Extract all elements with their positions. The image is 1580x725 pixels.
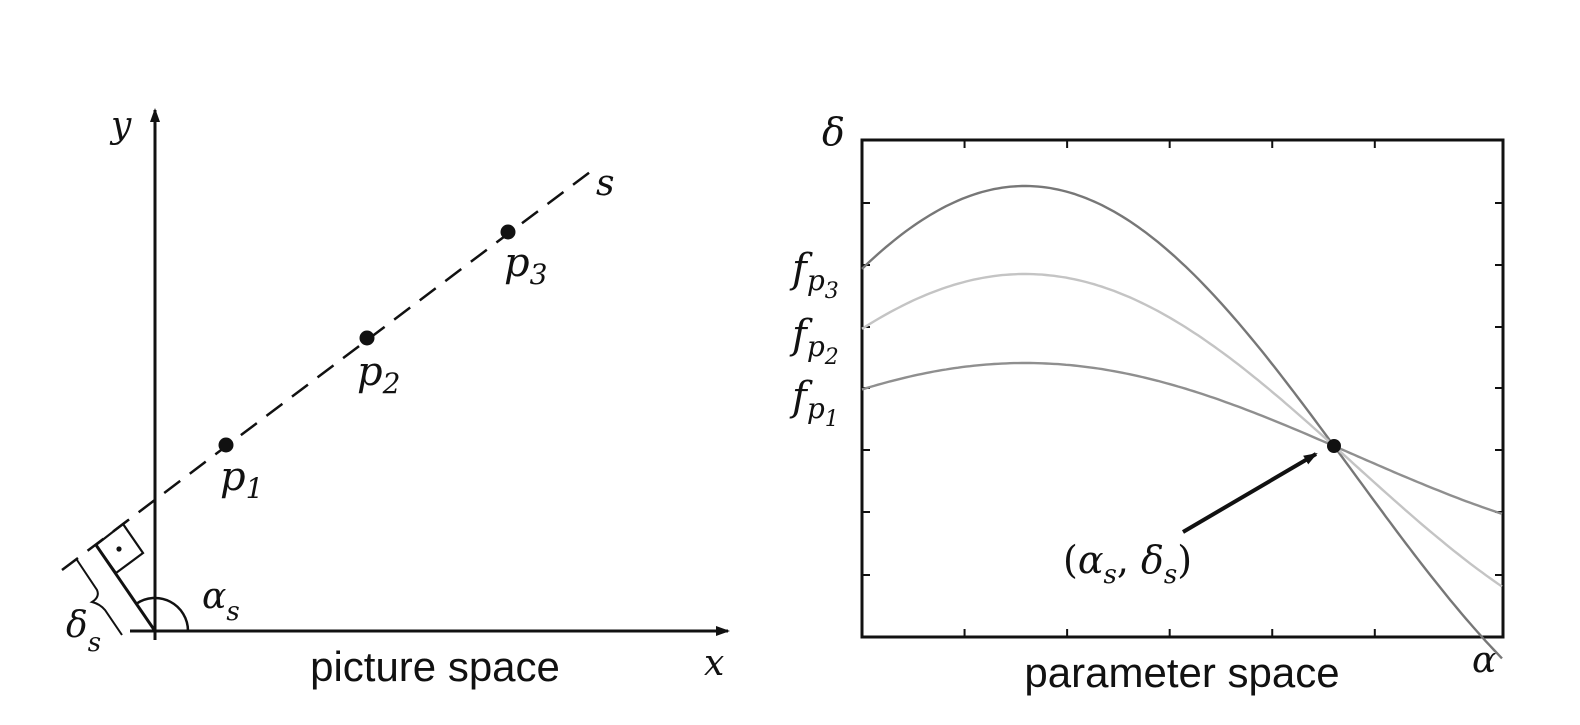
- point-p1: [218, 437, 234, 453]
- intersection-point: [1327, 439, 1341, 453]
- dashed-line-s: [61, 171, 591, 571]
- picture-space-caption: picture space: [310, 643, 560, 690]
- picture-space-panel: y x s δs αs p1 p2 p3 picture space: [61, 105, 730, 690]
- angle-arc: [135, 596, 190, 632]
- alpha-axis-label: α: [1472, 640, 1496, 681]
- intersection-label: (αs, δs): [1063, 538, 1192, 590]
- angle-label: αs: [202, 576, 240, 627]
- right-angle-dot: [116, 546, 122, 552]
- curve-label-f-p1: fp1: [789, 374, 839, 432]
- picture-points: p1 p2 p3: [218, 224, 547, 505]
- intersection-arrow: [1181, 452, 1318, 534]
- point-p2: [359, 330, 375, 346]
- point-p3: [500, 224, 516, 240]
- point-label-p2: p2: [357, 349, 400, 400]
- x-axis-label: x: [704, 643, 724, 684]
- y-axis-label: y: [109, 105, 132, 146]
- distance-brace: [76, 559, 123, 636]
- point-label-p1: p1: [220, 454, 263, 505]
- delta-axis-label: δ: [822, 110, 845, 154]
- curve-label-f-p2: fp2: [789, 312, 839, 370]
- distance-label: δs: [66, 605, 101, 658]
- right-angle-marker: [94, 522, 145, 575]
- parameter-space-panel: (αs, δs) δ α fp3 fp2 fp1 parameter space: [789, 110, 1505, 696]
- curve-f-p3: [861, 184, 1503, 660]
- point-label-p3: p3: [504, 240, 547, 291]
- curve-f-p1: [861, 361, 1503, 515]
- line-s-label: s: [596, 163, 614, 204]
- curve-label-f-p3: fp3: [789, 246, 839, 304]
- curve-f-p2: [861, 272, 1503, 588]
- parameter-space-caption: parameter space: [1024, 649, 1339, 696]
